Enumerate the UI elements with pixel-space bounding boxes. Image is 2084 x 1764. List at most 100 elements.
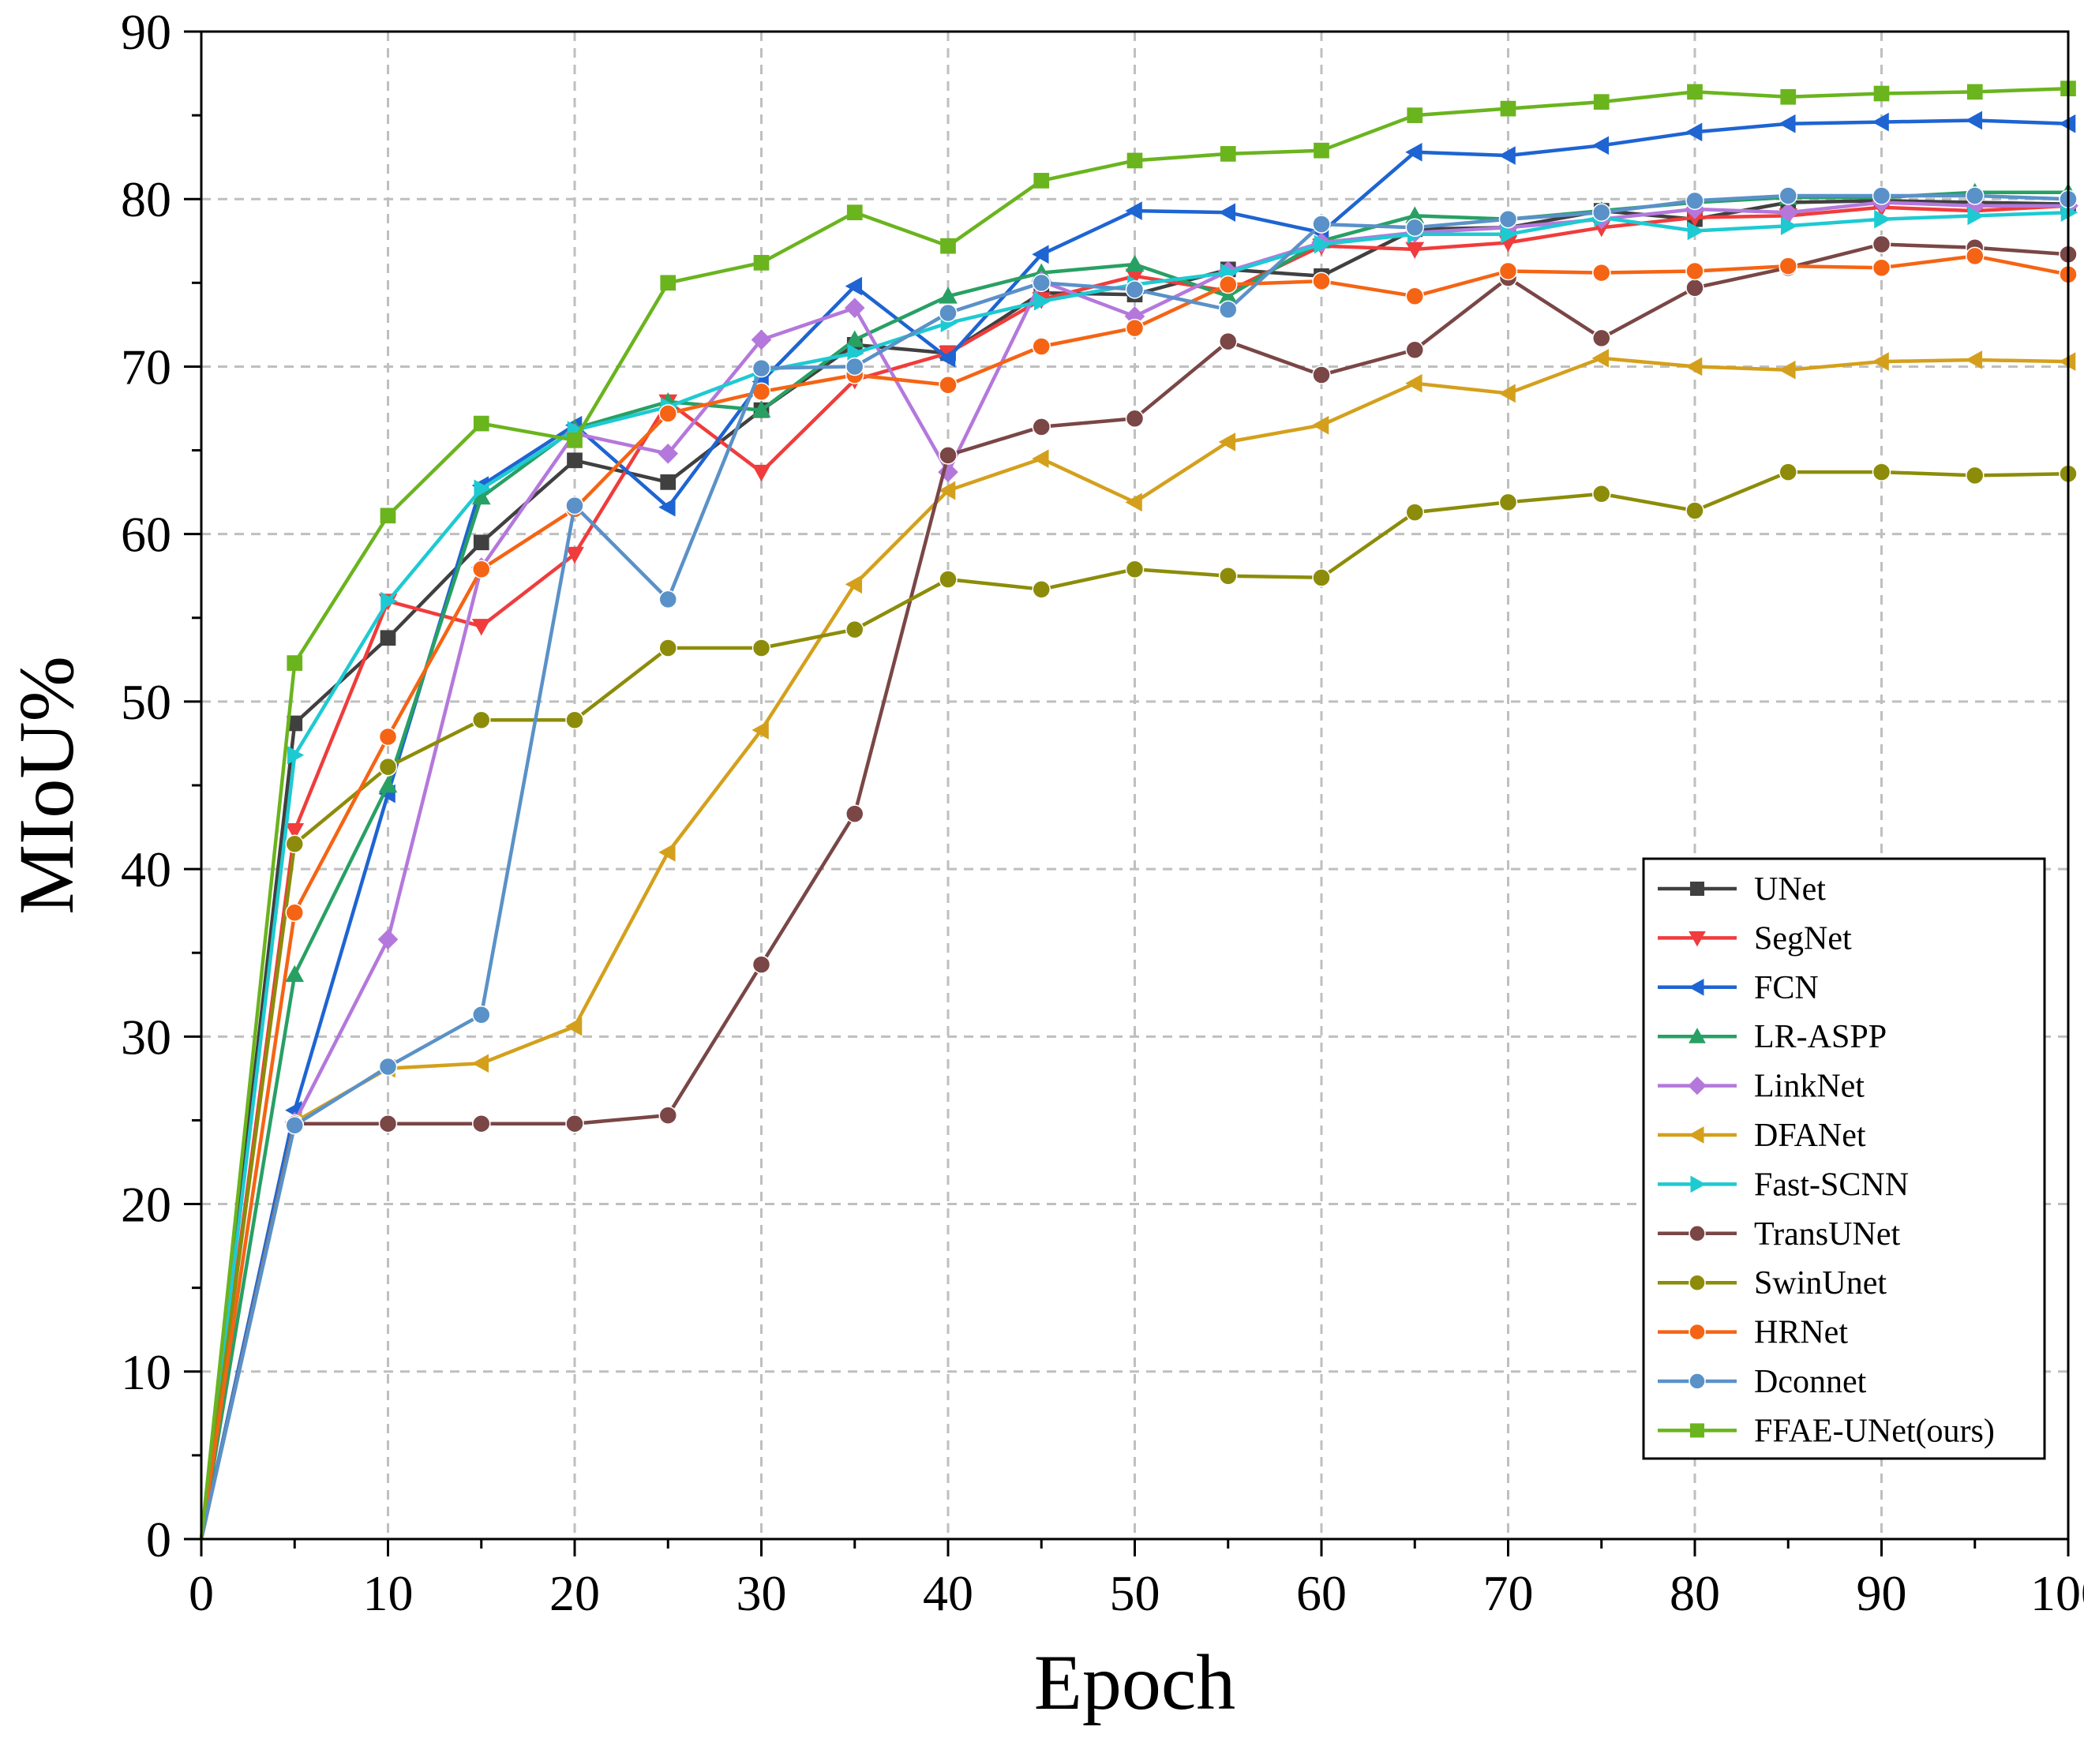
y-tick-label: 20 bbox=[121, 1177, 171, 1233]
data-point-hrnet bbox=[1032, 337, 1051, 356]
legend-swatch-marker bbox=[1690, 1423, 1704, 1438]
data-point-fcn bbox=[845, 276, 863, 296]
legend-label: LinkNet bbox=[1754, 1069, 1865, 1105]
y-tick-label: 60 bbox=[121, 507, 171, 563]
data-point-fast-scnn bbox=[1874, 209, 1891, 229]
x-tick-label: 70 bbox=[1483, 1565, 1534, 1621]
legend-label: TransUNet bbox=[1754, 1216, 1900, 1253]
data-point-swinunet bbox=[1312, 568, 1331, 587]
data-point-fcn bbox=[1218, 203, 1236, 223]
legend-label: LR-ASPP bbox=[1754, 1019, 1887, 1055]
data-point-hrnet bbox=[1312, 272, 1331, 290]
x-tick-label: 30 bbox=[737, 1565, 787, 1621]
data-point-hrnet bbox=[1966, 246, 1985, 266]
data-point-lr-aspp bbox=[378, 775, 398, 793]
data-point-ffae-unet-ours bbox=[846, 204, 863, 221]
data-point-dconnet bbox=[378, 1057, 398, 1077]
data-point-ffae-unet-ours bbox=[1407, 107, 1423, 123]
y-tick-label: 70 bbox=[121, 339, 171, 395]
legend-item-dfanet: DFANet bbox=[1658, 1118, 1866, 1154]
legend-item-fast-scnn: Fast-SCNN bbox=[1658, 1167, 1909, 1203]
x-tick-label: 10 bbox=[363, 1565, 414, 1621]
data-point-dfanet bbox=[1685, 357, 1703, 376]
data-point-hrnet bbox=[1685, 261, 1704, 281]
data-point-segnet bbox=[471, 619, 491, 636]
data-point-linknet bbox=[377, 929, 399, 950]
data-point-ffae-unet-ours bbox=[1966, 84, 1983, 100]
data-point-fast-scnn bbox=[474, 479, 491, 499]
data-point-hrnet bbox=[285, 903, 304, 923]
data-point-transunet bbox=[378, 1114, 398, 1133]
data-point-fast-scnn bbox=[1967, 206, 1985, 226]
legend-swatch-marker bbox=[1689, 1373, 1706, 1390]
data-point-fast-scnn bbox=[1314, 234, 1332, 254]
data-point-swinunet bbox=[1032, 579, 1051, 599]
data-point-fcn bbox=[1498, 146, 1516, 165]
y-tick-label: 10 bbox=[121, 1344, 171, 1400]
data-point-lr-aspp bbox=[752, 400, 771, 418]
data-point-swinunet bbox=[1498, 492, 1518, 512]
data-point-swinunet bbox=[1685, 501, 1704, 520]
data-point-dconnet bbox=[1779, 186, 1797, 205]
data-point-fast-scnn bbox=[1501, 224, 1518, 244]
x-tick-label: 90 bbox=[1857, 1565, 1907, 1621]
data-point-dconnet bbox=[1032, 273, 1051, 293]
y-tick-label: 80 bbox=[121, 171, 171, 227]
data-point-ffae-unet-ours bbox=[473, 415, 489, 432]
data-point-hrnet bbox=[472, 560, 491, 579]
data-point-swinunet bbox=[939, 570, 958, 589]
data-point-hrnet bbox=[1498, 261, 1518, 281]
data-point-dfanet bbox=[658, 843, 676, 862]
data-point-dfanet bbox=[938, 481, 956, 500]
legend-item-dconnet: Dconnet bbox=[1658, 1364, 1867, 1400]
series-transunet bbox=[199, 234, 2078, 1540]
data-point-transunet bbox=[939, 446, 958, 465]
legend-swatch-marker bbox=[1689, 1323, 1706, 1341]
data-point-fast-scnn bbox=[380, 591, 398, 611]
x-tick-label: 100 bbox=[2030, 1565, 2084, 1621]
data-point-dconnet bbox=[1685, 191, 1704, 211]
legend-box bbox=[1642, 857, 2046, 1460]
data-point-dfanet bbox=[1498, 384, 1516, 403]
data-point-transunet bbox=[565, 1114, 584, 1133]
data-point-linknet bbox=[658, 443, 679, 464]
data-point-transunet bbox=[1125, 409, 1145, 428]
data-point-swinunet bbox=[1125, 560, 1145, 579]
data-point-swinunet bbox=[1872, 463, 1891, 481]
legend-item-fcn: FCN bbox=[1658, 970, 1819, 1006]
data-point-transunet bbox=[1219, 331, 1238, 351]
data-point-swinunet bbox=[658, 639, 677, 657]
series-swinunet bbox=[199, 463, 2078, 1540]
legend-item-ffae-unet-ours: FFAE-UNet(ours) bbox=[1658, 1413, 1995, 1449]
data-point-dfanet bbox=[1779, 360, 1796, 380]
grid bbox=[201, 32, 2068, 1539]
data-point-linknet bbox=[844, 298, 865, 318]
legend-item-unet: UNet bbox=[1658, 871, 1826, 908]
ticks bbox=[184, 30, 2070, 1556]
data-point-swinunet bbox=[565, 710, 584, 729]
data-point-transunet bbox=[1592, 328, 1611, 348]
data-point-dfanet bbox=[1125, 492, 1142, 512]
data-point-dconnet bbox=[1219, 300, 1238, 320]
series-dfanet bbox=[199, 348, 2076, 1540]
data-point-swinunet bbox=[1219, 566, 1238, 586]
legend-item-transunet: TransUNet bbox=[1658, 1216, 1900, 1253]
y-tick-label: 30 bbox=[121, 1009, 171, 1065]
data-point-dconnet bbox=[1125, 280, 1145, 299]
data-point-ffae-unet-ours bbox=[1873, 85, 1890, 102]
legend-swatch-marker bbox=[1689, 1028, 1706, 1043]
legend-label: DFANet bbox=[1754, 1118, 1866, 1154]
data-point-dconnet bbox=[939, 303, 958, 323]
legend-label: SegNet bbox=[1754, 920, 1852, 957]
data-point-dconnet bbox=[1312, 215, 1331, 234]
data-point-fcn bbox=[938, 348, 956, 368]
data-point-unet bbox=[567, 452, 583, 469]
data-point-fcn bbox=[1965, 110, 1983, 130]
data-point-dconnet bbox=[752, 358, 771, 378]
x-axis-title: Epoch bbox=[1034, 1639, 1235, 1726]
data-point-ffae-unet-ours bbox=[1500, 100, 1516, 117]
legend-label: Fast-SCNN bbox=[1754, 1167, 1909, 1203]
data-point-ffae-unet-ours bbox=[940, 238, 956, 254]
data-point-dfanet bbox=[1032, 449, 1049, 469]
data-point-ffae-unet-ours bbox=[1126, 152, 1143, 169]
